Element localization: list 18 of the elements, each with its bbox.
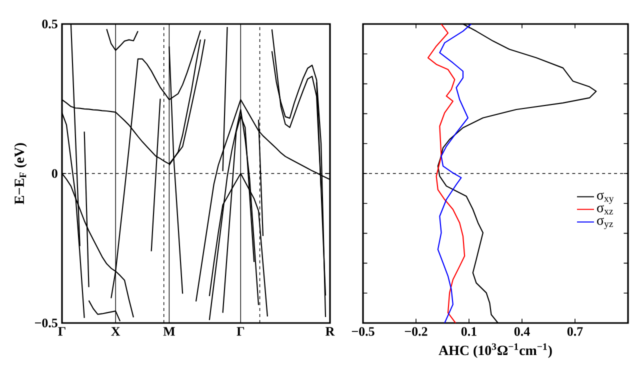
legend-label: σ$_{xy}$ [597,192,614,204]
legend-label: σ$_{xz}$ [597,205,613,214]
y-tick-label: 0 [52,169,58,178]
x-tick-label: −0.5 [352,327,374,336]
x-tick-label: R [326,327,335,336]
x-tick-label: Γ [236,327,244,336]
x-tick-label: 0.1 [461,327,476,336]
x-tick-label: M [163,327,175,336]
x-tick-label: 0.7 [567,327,583,336]
x-axis-title: AHC (10$^{3}$Ω$^{−1}$cm$^{−1}$) [438,343,552,358]
y-tick-label: −0.5 [35,318,58,328]
y-tick-label: 0.5 [42,20,58,28]
legend-label: σ$_{yz}$ [597,218,613,230]
x-tick-label: Γ [58,327,66,336]
x-tick-label: 0.4 [514,327,530,336]
x-tick-label: −0.2 [404,327,428,336]
x-tick-label: X [111,327,120,336]
y-axis-title: E−E$_{F}$ (eV) [14,143,27,204]
